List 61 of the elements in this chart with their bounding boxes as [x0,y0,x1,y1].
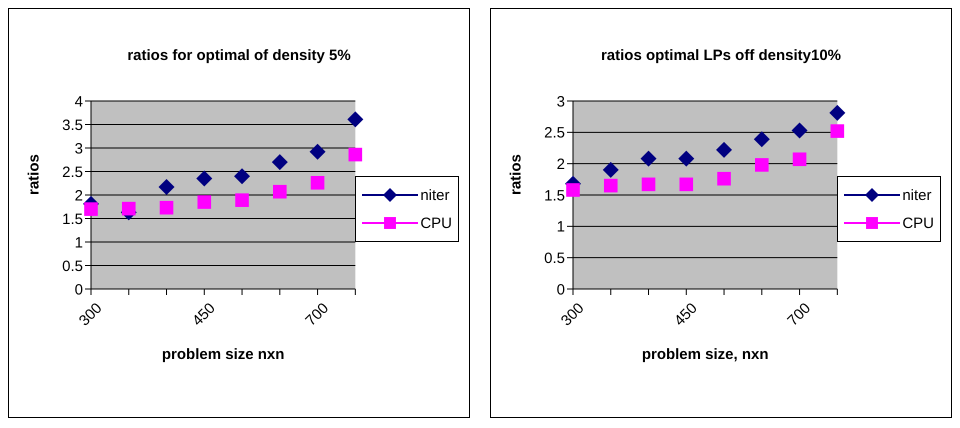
chart-title: ratios optimal LPs off density10% [600,47,842,64]
y-tick-label: 0.5 [544,250,565,267]
y-tick-label: 4 [74,93,83,110]
y-axis-title: ratios [507,154,524,195]
x-tick-label: 450 [671,300,701,330]
legend-label: niter [902,186,932,204]
y-tick-label: 2.5 [544,124,565,142]
point [754,131,770,148]
y-tick-label: 2.5 [62,164,83,181]
point [679,178,694,192]
point [197,195,212,209]
point [716,142,732,158]
point [566,183,580,197]
point [755,158,769,172]
point [272,154,288,170]
point [602,162,619,178]
point [640,150,657,167]
point [604,178,618,192]
y-tick-label: 3.5 [62,116,83,134]
x-tick-label: 700 [784,300,814,330]
x-tick-label: 700 [302,300,332,330]
chart-title: ratios for optimal of density 5% [126,47,352,64]
point [235,193,249,207]
legend-label: CPU [902,214,934,232]
y-tick-label: 0 [556,281,565,298]
y-tick-label: 0 [74,281,83,298]
y-tick-label: 1.5 [544,187,565,204]
legend-label: CPU [420,214,452,232]
point [678,150,694,167]
y-axis-title: ratios [25,154,42,195]
point [792,122,808,138]
point [310,144,326,160]
point [196,170,212,187]
point [642,178,656,192]
y-tick-label: 1.5 [62,210,83,228]
x-axis-title: problem size nxn [162,346,284,363]
y-tick-label: 3 [556,93,565,110]
point [348,148,362,162]
y-tick-label: 2 [74,187,83,204]
point [717,172,731,186]
point [829,104,846,121]
point [234,168,250,184]
x-axis-title: problem size, nxn [642,346,769,363]
point [310,176,324,190]
point [347,111,364,128]
y-tick-label: 3 [74,140,83,158]
y-tick-label: 1 [556,218,565,236]
point [84,202,98,216]
point [830,124,844,138]
x-tick-label: 300 [76,300,106,330]
point [273,184,287,199]
point [160,200,174,214]
y-tick-label: 0.5 [62,258,83,275]
point [792,152,806,166]
point [158,179,175,196]
x-tick-label: 300 [558,300,588,330]
point [122,202,136,216]
y-tick-label: 1 [74,234,83,252]
y-tick-label: 2 [556,156,565,173]
legend-label: niter [420,186,450,204]
x-tick-label: 450 [189,300,219,330]
